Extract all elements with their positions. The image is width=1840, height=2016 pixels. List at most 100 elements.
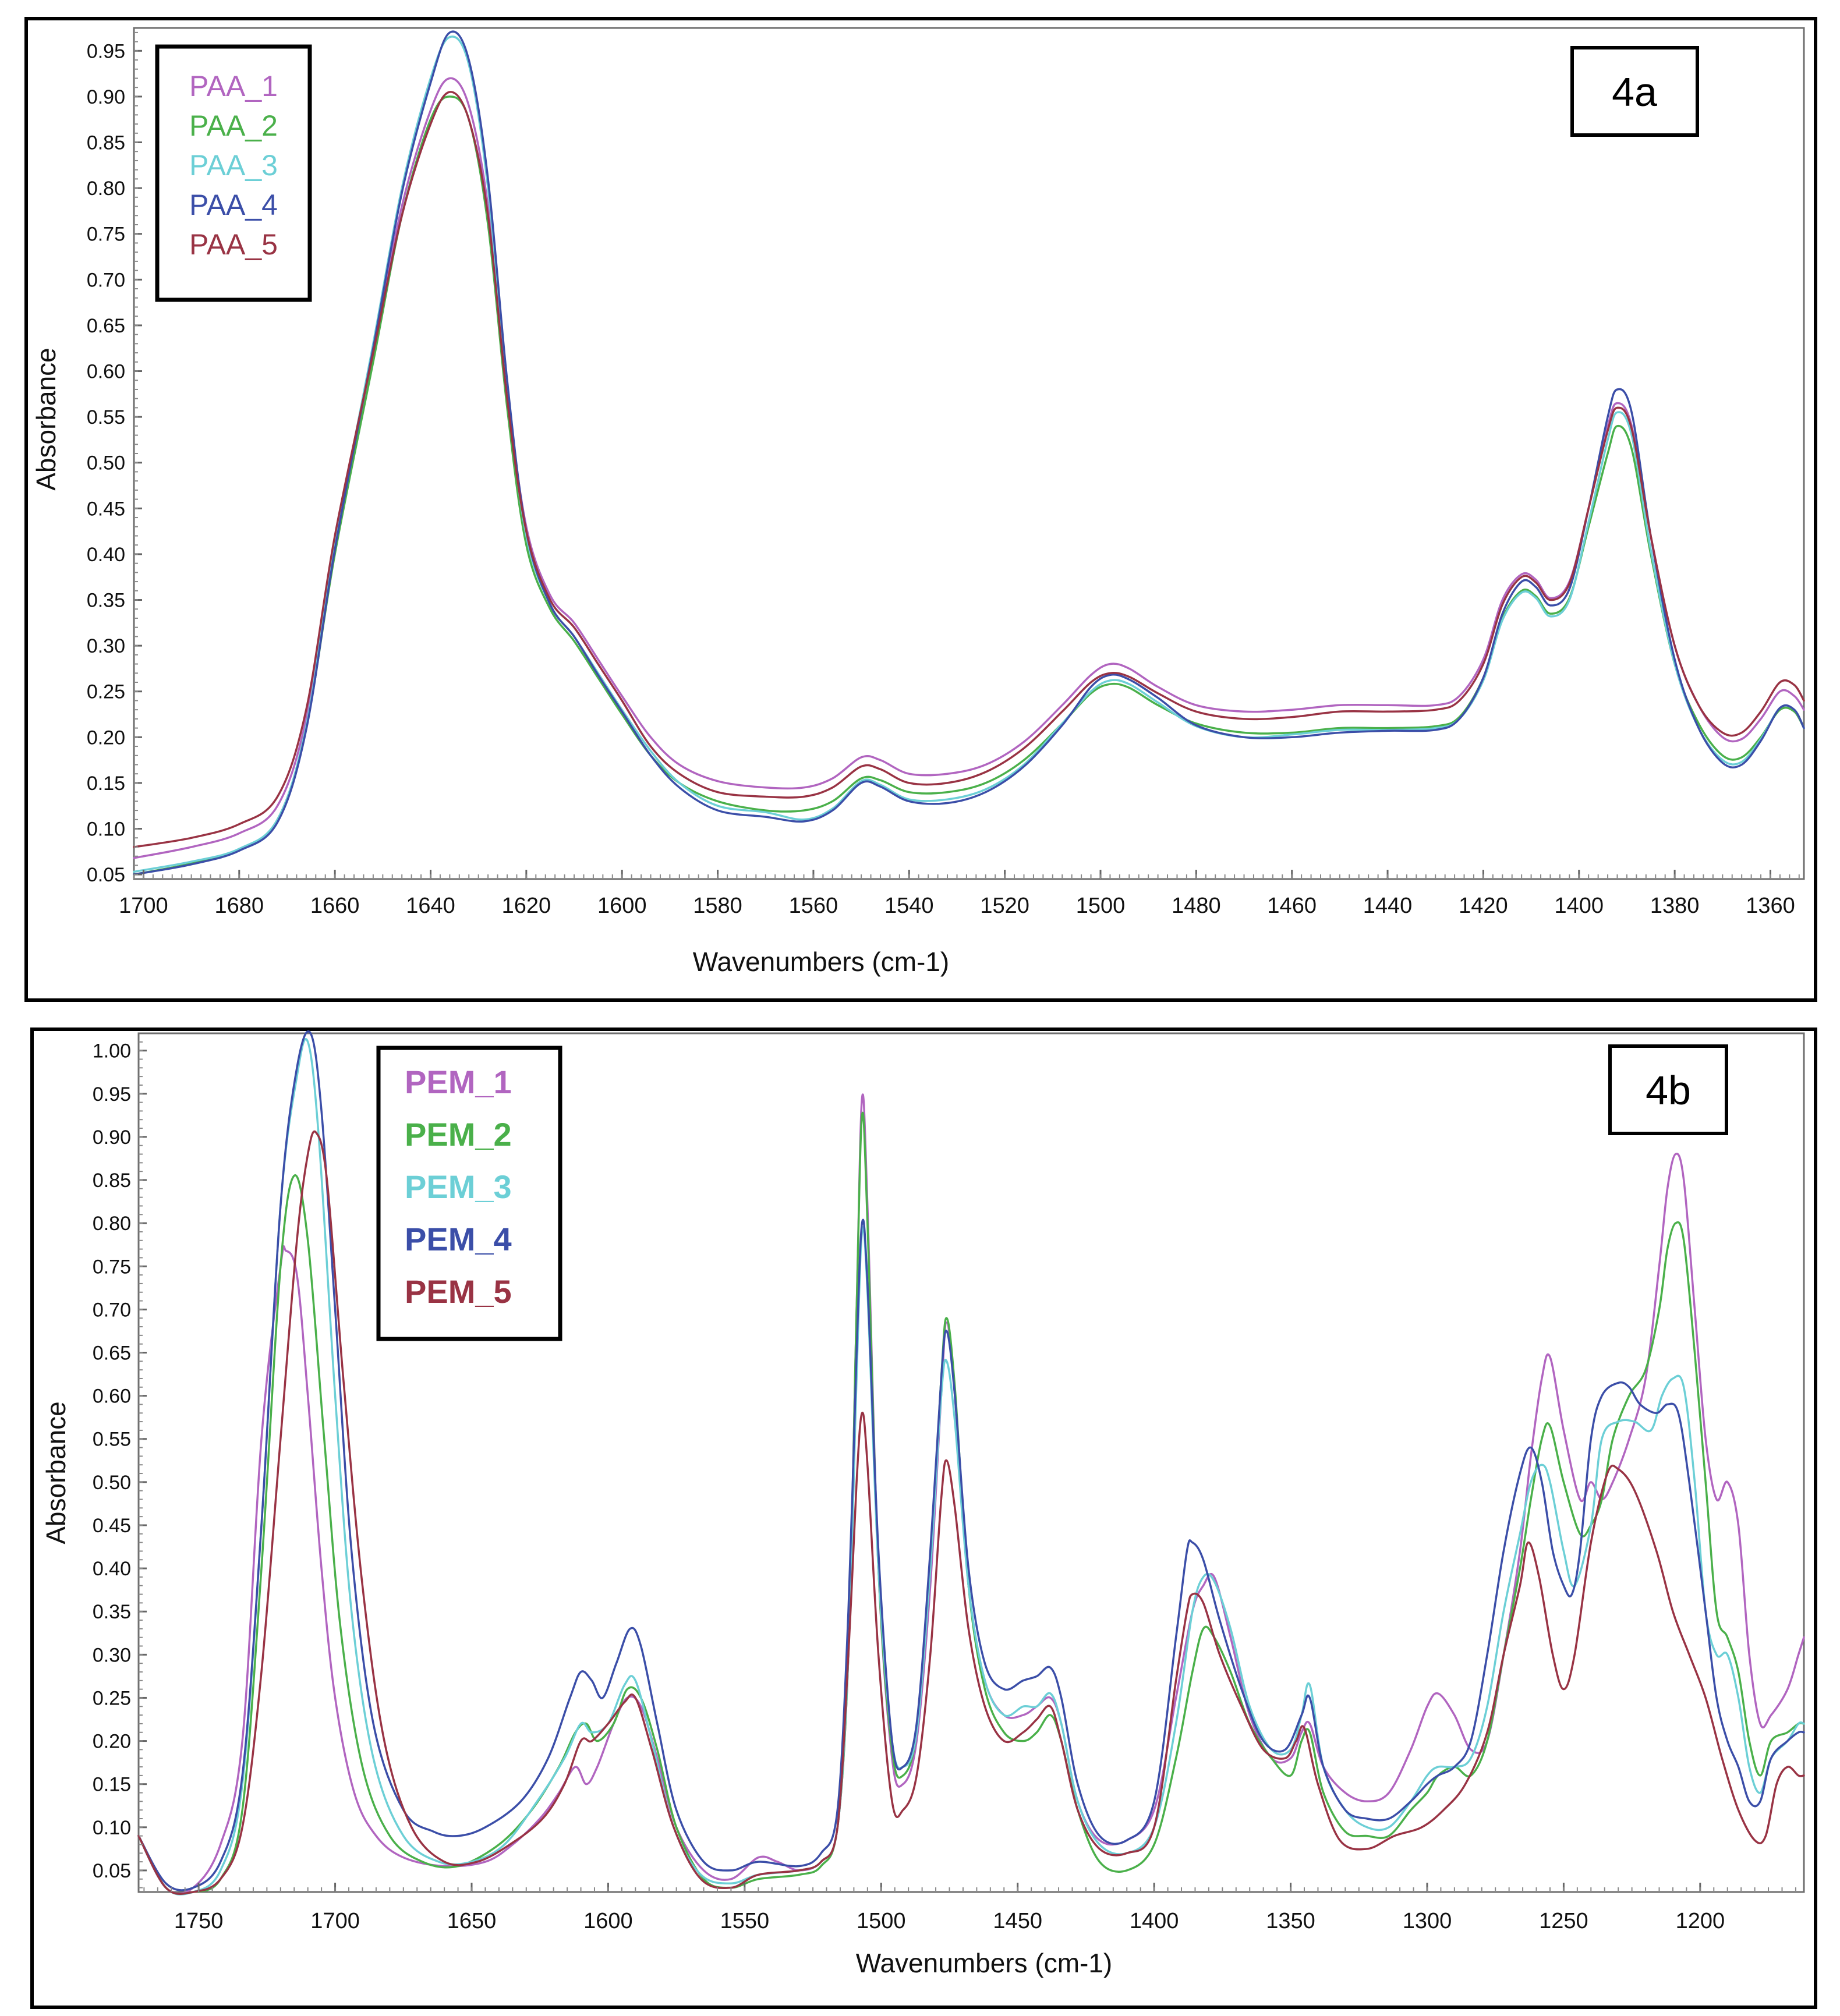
- y-tick-label-a: 0.80: [87, 178, 125, 200]
- x-tick-label-a: 1540: [884, 894, 934, 918]
- y-axis-title-4b: Absorbance: [41, 1401, 71, 1544]
- legend-4a: PAA_1 PAA_2 PAA_3 PAA_4 PAA_5: [155, 44, 312, 302]
- panel-tag-box-4b: [1608, 1044, 1728, 1135]
- x-tick-label-b: 1450: [993, 1909, 1042, 1933]
- x-tick-label-b: 1400: [1130, 1909, 1179, 1933]
- legend-box-4b: [376, 1046, 562, 1341]
- y-tick-label-b: 0.50: [93, 1472, 131, 1494]
- x-tick-label-b: 1750: [174, 1909, 224, 1933]
- legend-entry-paa-2: PAA_2: [189, 109, 278, 142]
- x-axis-title-4a: Wavenumbers (cm-1): [693, 947, 949, 977]
- panel-tag-text-4a: 4a: [1612, 69, 1657, 115]
- y-tick-label-a: 0.35: [87, 590, 125, 612]
- legend-entry-paa-1: PAA_1: [189, 70, 278, 102]
- x-tick-label-a: 1580: [693, 894, 742, 918]
- y-axis-4a: 0.05 0.10 0.15 0.20 0.25 0.30 0.35 0.40 0.45 0.50…: [87, 31, 142, 886]
- x-tick-label-b: 1650: [447, 1909, 497, 1933]
- x-tick-label-a: 1420: [1459, 894, 1508, 918]
- y-tick-label-a: 0.50: [87, 452, 125, 474]
- x-tick-label-a: 1620: [502, 894, 551, 918]
- x-tick-label-b: 1200: [1676, 1909, 1725, 1933]
- legend-entry-paa-5: PAA_5: [189, 228, 278, 261]
- x-tick-label-b: 1700: [310, 1909, 360, 1933]
- y-tick-label-a: 0.65: [87, 315, 125, 337]
- x-tick-label-a: 1400: [1554, 894, 1604, 918]
- series-line-paa-2: [133, 95, 1805, 876]
- y-tick-label-b: 0.35: [93, 1601, 131, 1623]
- y-tick-label-a: 0.90: [87, 86, 125, 108]
- y-axis-title-4a: Absorbance: [31, 348, 61, 491]
- y-tick-label-b: 0.65: [93, 1342, 131, 1364]
- legend-entry-paa-4: PAA_4: [189, 189, 278, 221]
- y-tick-label-b: 0.75: [93, 1256, 131, 1278]
- x-tick-label-a: 1520: [980, 894, 1029, 918]
- legend-entry-pem-4: PEM_4: [405, 1221, 512, 1257]
- y-tick-label-a: 0.45: [87, 498, 125, 520]
- y-tick-label-b: 0.85: [93, 1170, 131, 1192]
- x-tick-label-b: 1350: [1266, 1909, 1315, 1933]
- x-axis-4b: 1750 1700 1650 1600 1550 1500 1450 1400 1350 1300…: [143, 1883, 1796, 1933]
- series-line-paa-5: [133, 91, 1805, 848]
- x-tick-label-a: 1700: [119, 894, 168, 918]
- y-tick-label-a: 0.60: [87, 361, 125, 383]
- panel-tag-4b: 4b: [1608, 1044, 1728, 1135]
- y-tick-label-b: 0.80: [93, 1213, 131, 1235]
- y-tick-label-b: 0.70: [93, 1299, 131, 1321]
- y-tick-label-a: 0.55: [87, 406, 125, 428]
- y-tick-label-a: 0.15: [87, 773, 125, 795]
- x-tick-label-a: 1600: [597, 894, 647, 918]
- panel-tag-box-4a: [1570, 46, 1699, 137]
- x-tick-label-b: 1550: [720, 1909, 770, 1933]
- y-tick-label-a: 0.25: [87, 681, 125, 703]
- y-tick-label-a: 0.10: [87, 819, 125, 841]
- panel-4a: 0.05 0.10 0.15 0.20 0.25 0.30 0.35 0.40 0.45 0.50…: [24, 17, 1817, 1002]
- x-tick-label-b: 1300: [1403, 1909, 1452, 1933]
- y-tick-label-b: 0.45: [93, 1515, 131, 1537]
- series-line-paa-1: [133, 77, 1805, 859]
- y-tick-label-a: 0.30: [87, 635, 125, 657]
- y-axis-4b: 0.05 0.10 0.15 0.20 0.25 0.30 0.35 0.40 0.45 0.50…: [93, 1040, 147, 1889]
- x-tick-label-a: 1440: [1363, 894, 1413, 918]
- panel-4a-border: [24, 17, 1817, 1002]
- y-tick-label-b: 0.15: [93, 1774, 131, 1796]
- y-tick-label-a: 0.75: [87, 224, 125, 246]
- y-tick-label-b: 0.10: [93, 1817, 131, 1839]
- y-tick-label-a: 0.40: [87, 544, 125, 566]
- x-tick-label-a: 1500: [1076, 894, 1126, 918]
- y-tick-label-b: 0.20: [93, 1731, 131, 1753]
- y-tick-label-b: 1.00: [93, 1040, 131, 1062]
- legend-box-4a: [155, 44, 312, 302]
- x-tick-label-b: 1500: [857, 1909, 906, 1933]
- x-tick-label-a: 1360: [1746, 894, 1795, 918]
- y-tick-label-b: 0.25: [93, 1687, 131, 1709]
- y-tick-label-a: 0.85: [87, 132, 125, 154]
- y-tick-label-a: 0.70: [87, 269, 125, 291]
- y-tick-label-b: 0.40: [93, 1558, 131, 1580]
- series-line-paa-4: [133, 30, 1805, 876]
- spectra-4b: [137, 1030, 1805, 1895]
- legend-entry-pem-5: PEM_5: [405, 1273, 512, 1310]
- y-tick-label-a: 0.05: [87, 864, 125, 886]
- series-line-paa-3: [133, 36, 1805, 873]
- legend-entry-pem-2: PEM_2: [405, 1116, 512, 1153]
- y-tick-label-a: 0.95: [87, 40, 125, 62]
- x-tick-label-a: 1560: [789, 894, 838, 918]
- panel-4b-border: [30, 1028, 1817, 2009]
- x-axis-title-4b: Wavenumbers (cm-1): [856, 1948, 1112, 1978]
- panel-tag-4a: 4a: [1570, 46, 1699, 137]
- series-line-pem-5: [137, 1130, 1805, 1895]
- x-tick-label-a: 1660: [310, 894, 360, 918]
- legend-entry-paa-3: PAA_3: [189, 149, 278, 182]
- x-axis-4a: 1700 1680 1660 1640 1620 1600 1580 1560 1540 1520…: [119, 870, 1800, 918]
- x-tick-label-a: 1480: [1172, 894, 1221, 918]
- y-tick-label-b: 0.30: [93, 1644, 131, 1666]
- x-tick-label-a: 1680: [215, 894, 264, 918]
- plot-area-4b: [137, 1032, 1805, 1893]
- x-tick-label-a: 1460: [1267, 894, 1317, 918]
- panel-4b: 0.05 0.10 0.15 0.20 0.25 0.30 0.35 0.40 0.45 0.50…: [30, 1028, 1817, 2009]
- x-tick-label-a: 1380: [1650, 894, 1700, 918]
- x-tick-label-b: 1600: [583, 1909, 633, 1933]
- y-tick-label-a: 0.20: [87, 727, 125, 749]
- x-tick-label-a: 1640: [406, 894, 455, 918]
